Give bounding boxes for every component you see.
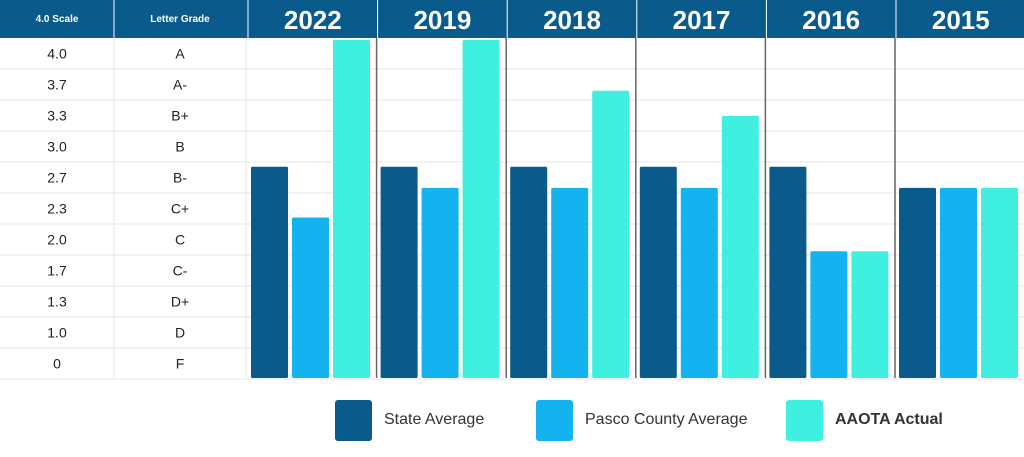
grade-column-header: Letter Grade	[150, 14, 210, 25]
legend: State Average Pasco County Average AAOTA…	[0, 398, 1024, 442]
letter-grade: B-	[173, 170, 187, 186]
bar-pasco-county-average	[810, 251, 848, 378]
legend-label-aaota-actual: AAOTA Actual	[835, 411, 943, 428]
scale-value: 0	[53, 356, 61, 372]
letter-grade: D+	[171, 294, 189, 310]
letter-grade: A-	[173, 77, 187, 93]
legend-label-pasco-county-average: Pasco County Average	[585, 411, 748, 428]
bar-state-average	[251, 166, 288, 378]
bar-pasco-county-average	[680, 187, 718, 378]
letter-grade: B+	[171, 108, 189, 124]
scale-value: 3.7	[47, 77, 67, 93]
year-header: 2018	[543, 5, 601, 35]
legend-item-aaota-actual: AAOTA Actual	[786, 398, 943, 442]
letter-grade: D	[175, 325, 185, 341]
bar-pasco-county-average	[292, 217, 329, 378]
legend-item-pasco-county-average: Pasco County Average	[536, 398, 747, 442]
legend-label-state-average: State Average	[384, 411, 485, 428]
grade-chart: 4.0 Scale Letter Grade 4.0 A 3.7 A- 3.3 B+ 3.0 B 2…	[0, 0, 1024, 380]
bar-state-average	[380, 166, 418, 378]
bar-pasco-county-average	[421, 187, 459, 378]
year-header: 2017	[673, 5, 731, 35]
legend-swatch-state-average	[335, 399, 372, 441]
legend-item-state-average: State Average	[335, 398, 484, 442]
year-header: 2015	[932, 5, 990, 35]
letter-grade: A	[175, 46, 185, 62]
letter-grade: C	[175, 232, 185, 248]
bar-pasco-county-average	[551, 187, 589, 378]
scale-value: 1.0	[47, 325, 67, 341]
bar-aaota-actual	[462, 40, 500, 378]
scale-column-header: 4.0 Scale	[36, 14, 79, 25]
bar-aaota-actual	[981, 187, 1018, 378]
letter-grade: B	[175, 139, 184, 155]
scale-value: 2.0	[47, 232, 67, 248]
scale-value: 4.0	[47, 46, 67, 62]
scale-value: 3.3	[47, 108, 67, 124]
legend-swatch-pasco-county-average	[536, 399, 573, 441]
scale-value: 1.3	[47, 294, 67, 310]
scale-value: 2.3	[47, 201, 67, 217]
header-bar	[0, 0, 1024, 38]
letter-grade: F	[176, 356, 185, 372]
year-header: 2019	[413, 5, 471, 35]
scale-value: 3.0	[47, 139, 67, 155]
year-header: 2016	[802, 5, 860, 35]
letter-grade: C-	[173, 263, 188, 279]
year-header: 2022	[284, 5, 342, 35]
letter-grade: C+	[171, 201, 189, 217]
bar-state-average	[639, 166, 677, 378]
bar-aaota-actual	[592, 90, 630, 378]
bar-pasco-county-average	[940, 187, 977, 378]
legend-swatch-aaota-actual	[786, 399, 823, 441]
bar-aaota-actual	[851, 251, 889, 378]
scale-value: 2.7	[47, 170, 67, 186]
bar-state-average	[769, 166, 807, 378]
bar-state-average	[510, 166, 548, 378]
bar-state-average	[899, 187, 936, 378]
bar-aaota-actual	[721, 116, 759, 379]
bar-aaota-actual	[333, 40, 370, 378]
scale-value: 1.7	[47, 263, 67, 279]
